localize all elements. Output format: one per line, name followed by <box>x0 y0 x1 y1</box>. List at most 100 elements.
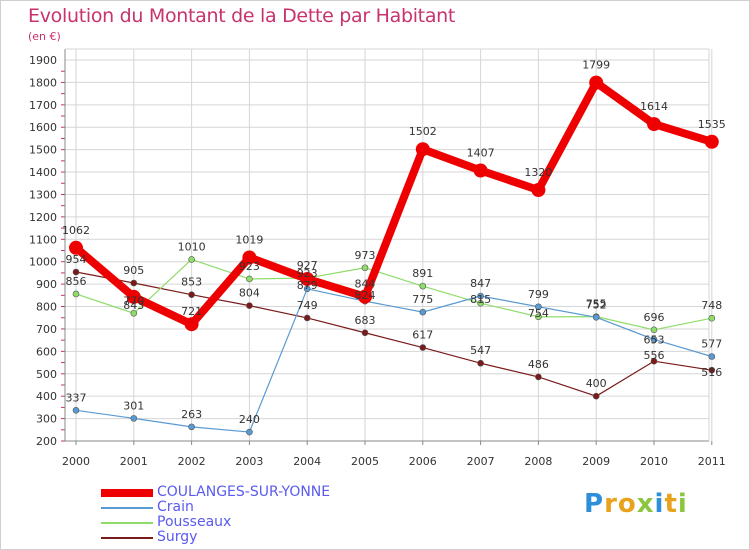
data-label: 1062 <box>62 224 90 237</box>
series-line-coulanges-sur-yonne <box>72 78 716 329</box>
data-label: 653 <box>644 333 665 346</box>
data-point-crain <box>246 428 253 436</box>
data-point-pousseaux <box>650 326 658 334</box>
data-point-pousseaux <box>246 275 253 283</box>
chart-title: Evolution du Montant de la Dette par Hab… <box>28 5 456 27</box>
y-tick-label: 1200 <box>29 211 57 224</box>
data-label: 1320 <box>524 166 552 179</box>
y-tick-label: 1000 <box>29 256 57 269</box>
legend-label: Surgy <box>157 529 198 545</box>
y-tick-label: 200 <box>36 435 57 448</box>
legend-swatch <box>101 521 153 524</box>
data-label: 775 <box>412 293 433 306</box>
data-point-pousseaux <box>72 290 80 298</box>
data-label: 1010 <box>178 240 206 253</box>
data-point-coulanges-sur-yonne <box>531 182 546 197</box>
data-label: 721 <box>181 305 202 318</box>
y-tick-label: 800 <box>36 301 57 314</box>
y-tick-label: 1900 <box>29 54 57 67</box>
data-label: 1502 <box>409 125 437 138</box>
data-label: 923 <box>297 267 318 280</box>
data-label: 973 <box>355 249 376 262</box>
legend-swatch <box>101 488 153 497</box>
data-point-coulanges-sur-yonne <box>126 289 141 304</box>
data-point-surgy <box>303 314 311 322</box>
data-label: 847 <box>470 277 491 290</box>
data-label: 755 <box>586 298 607 311</box>
y-tick-label: 600 <box>36 345 57 358</box>
series-line-crain <box>75 288 713 433</box>
data-point-coulanges-sur-yonne <box>647 117 661 132</box>
data-label: 844 <box>355 278 376 291</box>
data-point-crain <box>419 308 427 316</box>
proxiti-logo: Proxiti <box>584 489 688 519</box>
data-label: 547 <box>470 344 491 357</box>
x-tick-label: 2007 <box>467 455 495 468</box>
data-point-pousseaux <box>361 264 369 272</box>
y-tick-label: 300 <box>36 413 57 426</box>
logo-letter: P <box>584 489 605 519</box>
data-label: 1799 <box>582 59 610 72</box>
y-tick-label: 1700 <box>29 99 57 112</box>
data-point-pousseaux <box>130 309 138 317</box>
logo-letter: i <box>654 489 665 519</box>
x-tick-label: 2002 <box>178 455 206 468</box>
data-point-surgy <box>535 373 542 381</box>
data-point-coulanges-sur-yonne <box>589 75 604 90</box>
data-point-coulanges-sur-yonne <box>242 250 257 265</box>
y-tick-label: 1800 <box>29 76 57 89</box>
x-tick-label: 2006 <box>409 455 437 468</box>
data-label: 1535 <box>698 118 726 131</box>
data-point-surgy <box>708 366 716 374</box>
data-label: 879 <box>297 279 318 292</box>
data-label: 486 <box>528 358 549 371</box>
series <box>69 75 719 436</box>
y-tick-label: 1600 <box>29 121 57 134</box>
data-label: 400 <box>586 377 607 390</box>
data-label: 754 <box>528 307 549 320</box>
grid <box>65 49 713 442</box>
y-tick-label: 1500 <box>29 144 57 157</box>
data-point-crain <box>188 423 195 431</box>
legend-item: Surgy <box>101 530 330 545</box>
data-point-pousseaux <box>419 282 427 290</box>
x-tick-label: 2008 <box>524 455 552 468</box>
y-tick-label: 1300 <box>29 188 57 201</box>
axes: 200 300 400 500 600 700 800 900 1000 1100 1200 1300… <box>29 48 726 468</box>
data-label: 337 <box>66 391 87 404</box>
data-point-surgy <box>246 302 253 309</box>
data-point-crain <box>72 406 80 414</box>
data-point-crain <box>650 336 658 343</box>
logo-letter: r <box>604 489 618 519</box>
data-label: 891 <box>412 267 433 280</box>
y-tick-label: 500 <box>36 368 57 381</box>
data-point-coulanges-sur-yonne <box>358 289 372 304</box>
x-tick-label: 2003 <box>235 455 263 468</box>
data-point-surgy <box>188 291 195 298</box>
series-line-surgy <box>75 271 713 397</box>
data-point-surgy <box>361 329 369 337</box>
data-point-pousseaux <box>708 314 716 322</box>
x-tick-label: 2009 <box>582 455 610 468</box>
data-point-crain <box>592 313 600 321</box>
data-point-surgy <box>650 357 658 365</box>
legend-swatch <box>101 536 153 539</box>
y-tick-label: 1400 <box>29 166 57 179</box>
data-label: 843 <box>123 299 144 312</box>
data-point-coulanges-sur-yonne <box>704 134 719 149</box>
data-label: 696 <box>644 311 665 324</box>
y-tick-label: 1100 <box>29 233 57 246</box>
legend-item: COULANGES-SUR-YONNE <box>101 485 330 500</box>
data-point-surgy <box>130 279 138 287</box>
data-point-pousseaux <box>477 299 484 307</box>
y-tick-label: 400 <box>36 390 57 403</box>
data-point-surgy <box>592 392 600 400</box>
data-point-crain <box>477 292 484 300</box>
data-point-coulanges-sur-yonne <box>184 317 199 332</box>
x-tick-label: 2001 <box>120 455 148 468</box>
data-label: 748 <box>701 299 722 312</box>
data-point-coulanges-sur-yonne <box>415 142 430 157</box>
data-label: 905 <box>123 264 144 277</box>
